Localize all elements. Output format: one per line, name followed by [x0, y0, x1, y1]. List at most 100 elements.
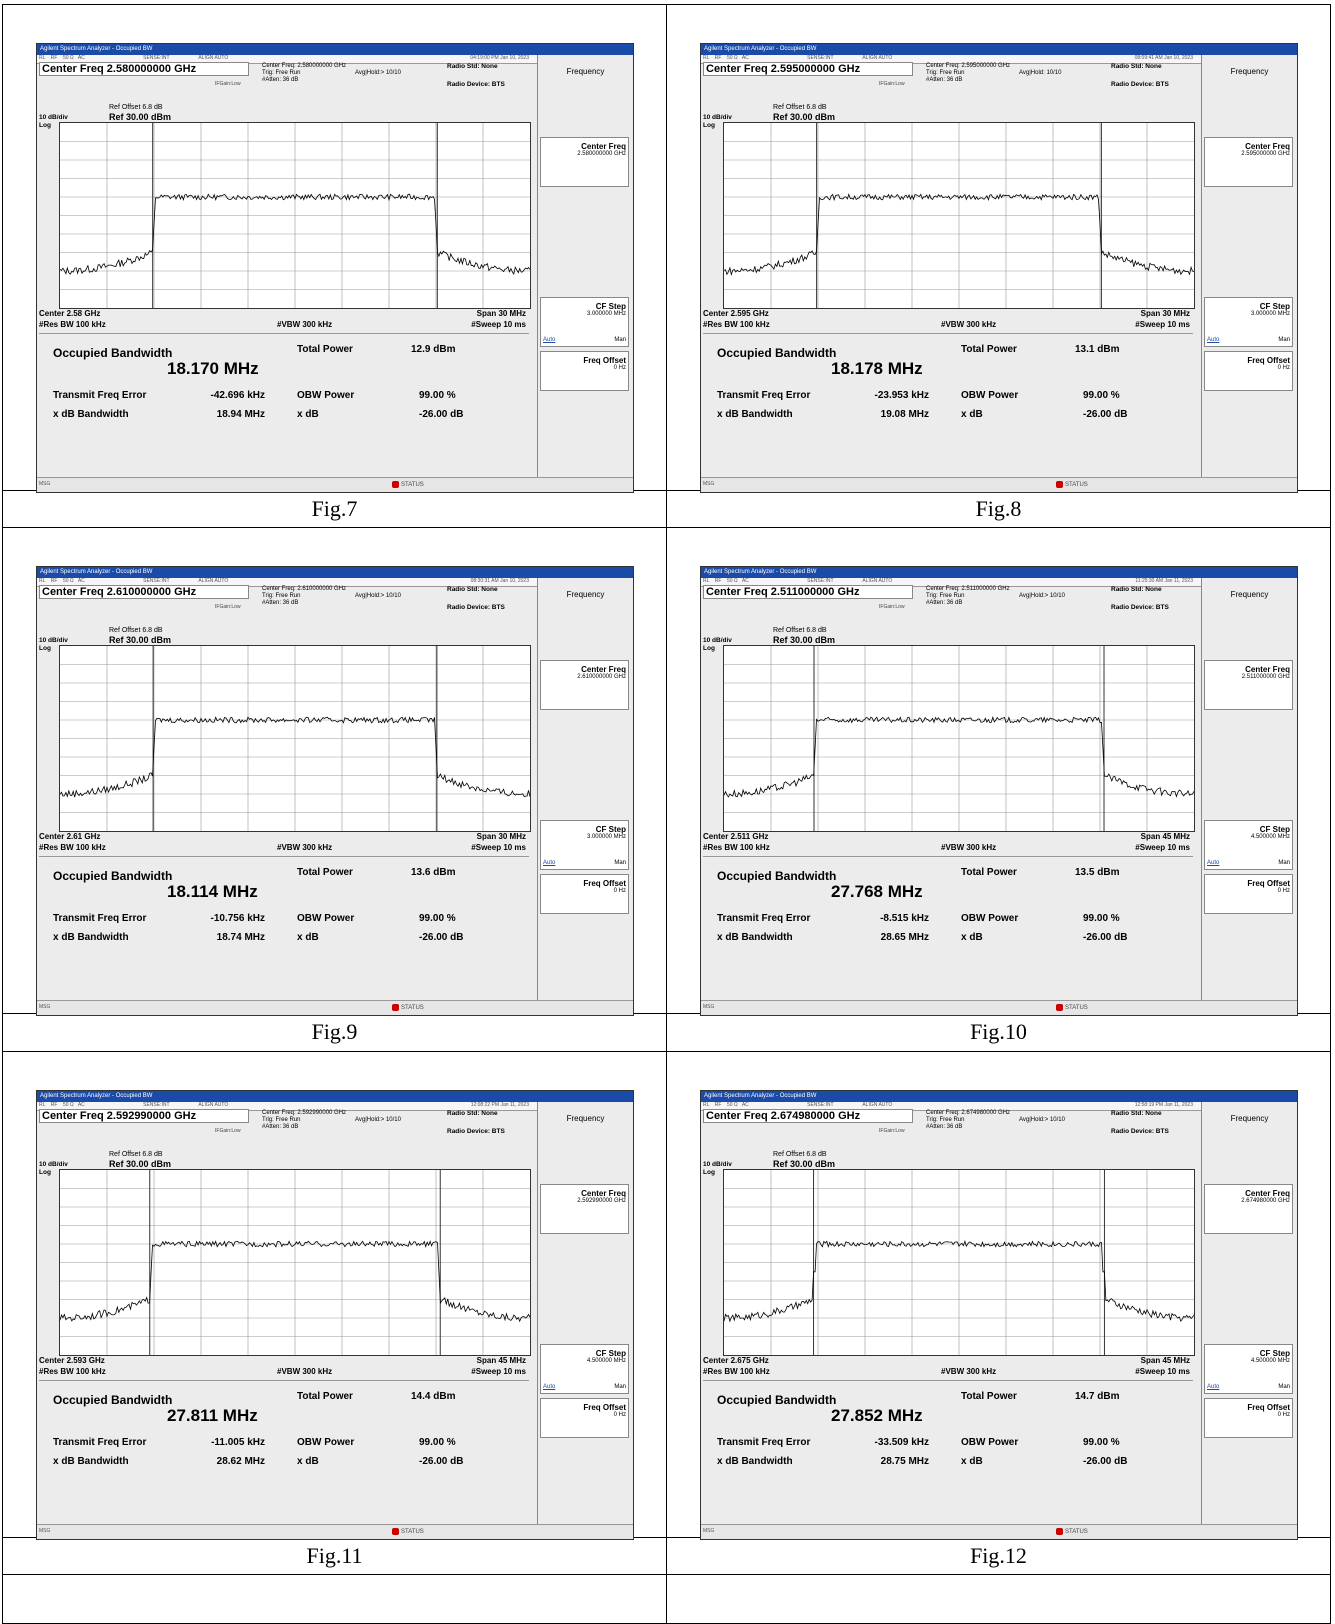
occupied-bw-value: 18.170 MHz [167, 359, 259, 378]
vbw-label: #VBW 300 kHz [277, 843, 333, 853]
xdb-label: x dB [297, 932, 319, 944]
status-label: STATUS [1065, 482, 1088, 489]
center-freq-input[interactable]: Center Freq 2.595000000 GHz [703, 62, 913, 76]
man-toggle[interactable]: Man [1278, 1383, 1290, 1390]
center-freq-input[interactable]: Center Freq 2.610000000 GHz [39, 585, 249, 600]
center-freq-softkey[interactable]: Center Freq 2.511000000 GHz [1204, 660, 1293, 711]
occupied-bw-value: 27.852 MHz [831, 1405, 923, 1425]
center-freq-softkey[interactable]: Center Freq 2.592990000 GHz [540, 1183, 629, 1234]
xdb-bandwidth-label: x dB Bandwidth [717, 1455, 793, 1467]
transmit-freq-error-label: Transmit Freq Error [717, 1436, 811, 1448]
softkey-value: 2.592990000 GHz [577, 1197, 626, 1204]
trigger-info: Center Freq: 2.511000000 GHz Trig: Free … [926, 586, 1010, 607]
freq-offset-softkey[interactable]: Freq Offset 0 Hz [1204, 351, 1293, 391]
sweep-label: #Sweep 10 ms [1135, 320, 1190, 329]
center-freq-input[interactable]: Center Freq 2.511000000 GHz [703, 585, 913, 600]
occupied-bw-value: 27.768 MHz [831, 882, 923, 902]
center-freq-input[interactable]: Center Freq 2.674980000 GHz [703, 1108, 913, 1123]
vbw-label: #VBW 300 kHz [941, 320, 997, 329]
results-panel: Occupied Bandwidth 27.811 MHz Total Powe… [39, 1379, 529, 1521]
obw-power-value: 99.00 % [1083, 390, 1120, 401]
xdb-value: -26.00 dB [419, 409, 464, 420]
radio-std: Radio Std: None [1111, 63, 1162, 70]
center-freq-input[interactable]: Center Freq 2.592990000 GHz [39, 1108, 249, 1123]
softkey-value: 3.000000 MHz [1250, 311, 1290, 317]
xdb-bandwidth-label: x dB Bandwidth [53, 1455, 129, 1467]
ref-offset: Ref Offset 6.8 dB [109, 104, 163, 111]
cf-step-softkey[interactable]: CF Step 4.500000 MHz Auto Man [540, 1343, 629, 1394]
total-power-label: Total Power [961, 1390, 1017, 1402]
figure-cell: Agilent Spectrum Analyzer - Occupied BW … [2, 1050, 667, 1540]
freq-offset-softkey[interactable]: Freq Offset 0 Hz [540, 1397, 629, 1438]
center-freq-softkey[interactable]: Center Freq 2.674980000 GHz [1204, 1183, 1293, 1234]
freq-offset-softkey[interactable]: Freq Offset 0 Hz [1204, 1397, 1293, 1438]
avg-hold-readout: Avg|Hold:> 10/10 [1019, 593, 1065, 600]
status-button[interactable]: STATUS [1056, 1527, 1088, 1535]
center-freq-softkey[interactable]: Center Freq 2.610000000 GHz [540, 660, 629, 711]
status-button[interactable]: STATUS [1056, 1004, 1088, 1011]
auto-toggle[interactable]: Auto [543, 337, 556, 343]
center-freq-readout: Center Freq: 2.580000000 GHz [262, 63, 347, 69]
spectrum-plot: 20.010.00.00-10.0-20.0-30.0-40.0-50.0-60… [59, 122, 531, 309]
total-power-value: 13.5 dBm [1075, 867, 1120, 879]
man-toggle[interactable]: Man [1278, 337, 1290, 343]
scale-per-div: 10 dB/div [39, 114, 68, 121]
radio-std: Radio Std: None [1111, 1109, 1162, 1117]
auto-toggle[interactable]: Auto [1207, 860, 1220, 867]
occupied-bw-label: Occupied Bandwidth [53, 1392, 173, 1407]
cf-step-softkey[interactable]: CF Step 3.000000 MHz Auto Man [540, 297, 629, 347]
xdb-bandwidth-value: 18.94 MHz [216, 409, 265, 420]
rf-indicator: RL RF 50 Ω AC SENSE:INT ALIGN AUTO [703, 578, 893, 585]
center-label: Center 2.58 GHz [39, 309, 101, 318]
man-toggle[interactable]: Man [614, 337, 626, 343]
timestamp: 08:09:41 AM Jan 10, 2023 [1134, 55, 1193, 61]
msg-label: MSG [703, 1004, 715, 1011]
status-button[interactable]: STATUS [1056, 481, 1088, 488]
spectrum-svg: 20.010.00.00-10.0-20.0-30.0-40.0-50.0-60… [60, 123, 530, 308]
obw-power-label: OBW Power [961, 390, 1019, 401]
center-label: Center 2.511 GHz [703, 832, 769, 842]
auto-toggle[interactable]: Auto [1207, 1383, 1220, 1390]
freq-offset-softkey[interactable]: Freq Offset 0 Hz [540, 351, 629, 391]
status-button[interactable]: STATUS [392, 1527, 424, 1535]
auto-toggle[interactable]: Auto [543, 860, 556, 867]
ref-offset: Ref Offset 6.8 dB [773, 627, 827, 635]
rf-indicator: RL RF 50 Ω AC SENSE:INT ALIGN AUTO [39, 55, 229, 61]
bottom-status-bar: MSG STATUS [37, 477, 633, 492]
center-freq-softkey[interactable]: Center Freq 2.595000000 GHz [1204, 137, 1293, 187]
freq-offset-softkey[interactable]: Freq Offset 0 Hz [540, 874, 629, 915]
ref-level: Ref 30.00 dBm [773, 1158, 836, 1169]
radio-device: Radio Device: BTS [447, 81, 505, 88]
freq-offset-softkey[interactable]: Freq Offset 0 Hz [1204, 874, 1293, 915]
occupied-bw-label: Occupied Bandwidth [53, 346, 173, 360]
atten-readout: #Atten: 36 dB [262, 77, 299, 83]
man-toggle[interactable]: Man [1278, 860, 1290, 867]
cf-step-softkey[interactable]: CF Step 3.000000 MHz Auto Man [1204, 297, 1293, 347]
softkey-value: 2.595000000 GHz [1241, 151, 1290, 157]
cf-step-softkey[interactable]: CF Step 4.500000 MHz Auto Man [1204, 1343, 1293, 1394]
auto-toggle[interactable]: Auto [543, 1383, 556, 1390]
span-label: Span 45 MHz [1140, 832, 1190, 842]
cf-step-softkey[interactable]: CF Step 4.500000 MHz Auto Man [1204, 820, 1293, 871]
cf-step-softkey[interactable]: CF Step 3.000000 MHz Auto Man [540, 820, 629, 871]
auto-toggle[interactable]: Auto [1207, 337, 1220, 343]
center-freq-softkey[interactable]: Center Freq 2.580000000 GHz [540, 137, 629, 187]
rf-indicator: RL RF 50 Ω AC SENSE:INT ALIGN AUTO [703, 1101, 893, 1108]
man-toggle[interactable]: Man [614, 860, 626, 867]
status-bar: RL RF 50 Ω AC SENSE:INT ALIGN AUTO 08:30… [37, 578, 537, 588]
softkey-value: 4.500000 MHz [586, 1357, 626, 1364]
status-bar: RL RF 50 Ω AC SENSE:INT ALIGN AUTO 08:09… [701, 55, 1201, 64]
softkey-value: 0 Hz [613, 888, 626, 895]
figure-caption: Fig.11 [2, 1536, 667, 1575]
trigger-readout: Trig: Free Run [926, 593, 965, 600]
obw-power-value: 99.00 % [1083, 913, 1120, 925]
msg-label: MSG [39, 1004, 51, 1011]
softkey-value: 3.000000 MHz [586, 834, 626, 841]
status-button[interactable]: STATUS [392, 1004, 424, 1011]
man-toggle[interactable]: Man [614, 1383, 626, 1390]
transmit-freq-error-label: Transmit Freq Error [53, 913, 147, 925]
transmit-freq-error-value: -10.756 kHz [210, 913, 265, 925]
status-button[interactable]: STATUS [392, 481, 424, 488]
softkey-panel: Frequency Center Freq 2.580000000 GHz CF… [537, 55, 633, 480]
center-freq-input[interactable]: Center Freq 2.580000000 GHz [39, 62, 249, 76]
